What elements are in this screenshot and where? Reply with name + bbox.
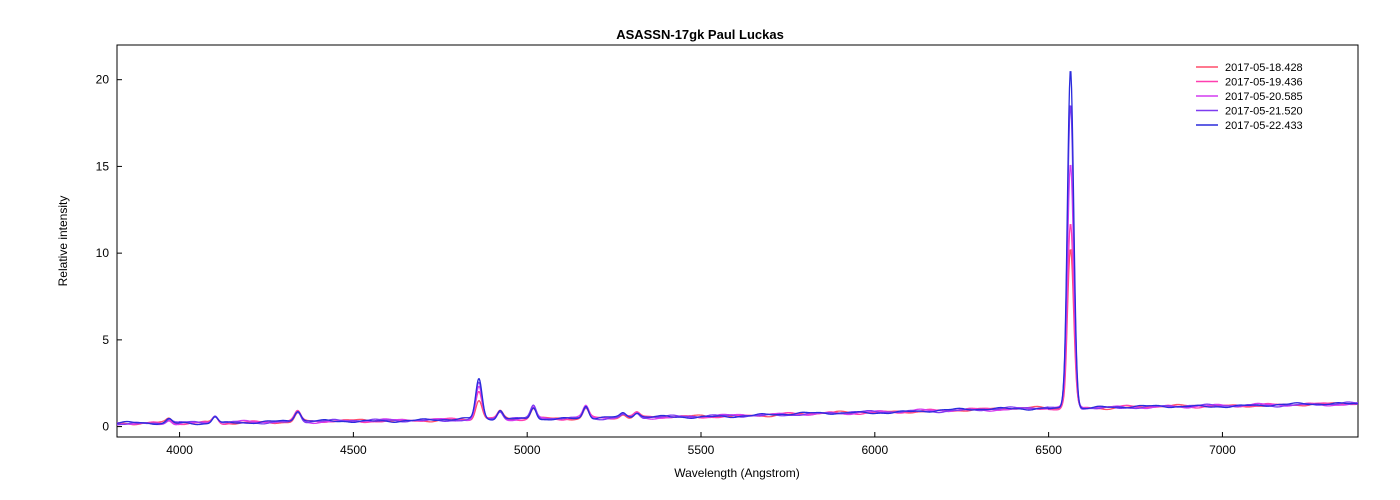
legend-label-1: 2017-05-18.428 (1225, 62, 1303, 74)
x-tick-label: 7000 (1209, 443, 1236, 457)
series-layer (117, 71, 1358, 426)
plot-area (116, 44, 1359, 438)
legend-label-3: 2017-05-20.585 (1225, 91, 1303, 103)
legend: 2017-05-18.428 2017-05-19.436 2017-05-20.5… (1196, 62, 1303, 132)
y-tick-label: 15 (96, 159, 110, 173)
series-line-5 (117, 71, 1358, 426)
legend-label-4: 2017-05-21.520 (1225, 106, 1303, 118)
x-tick-label: 5500 (688, 443, 715, 457)
ticks-layer: 4000 4500 5000 5500 6000 6500 7000 0 5 10 15 20 (96, 73, 1236, 457)
y-tick-label: 20 (96, 73, 110, 87)
y-tick-label: 0 (102, 420, 109, 434)
series-line-3 (117, 164, 1358, 426)
x-tick-label: 5000 (514, 443, 541, 457)
x-tick-label: 4000 (166, 443, 193, 457)
y-axis-label: Relative intensity (56, 196, 70, 287)
x-tick-label: 6500 (1035, 443, 1062, 457)
chart-title: ASASSN-17gk Paul Luckas (616, 27, 784, 42)
y-tick-label: 10 (96, 246, 110, 260)
x-axis-label: Wavelength (Angstrom) (674, 466, 800, 480)
x-tick-label: 6000 (861, 443, 888, 457)
legend-label-5: 2017-05-22.433 (1225, 120, 1303, 132)
legend-label-2: 2017-05-19.436 (1225, 77, 1303, 89)
y-tick-label: 5 (102, 333, 109, 347)
x-tick-label: 4500 (340, 443, 367, 457)
